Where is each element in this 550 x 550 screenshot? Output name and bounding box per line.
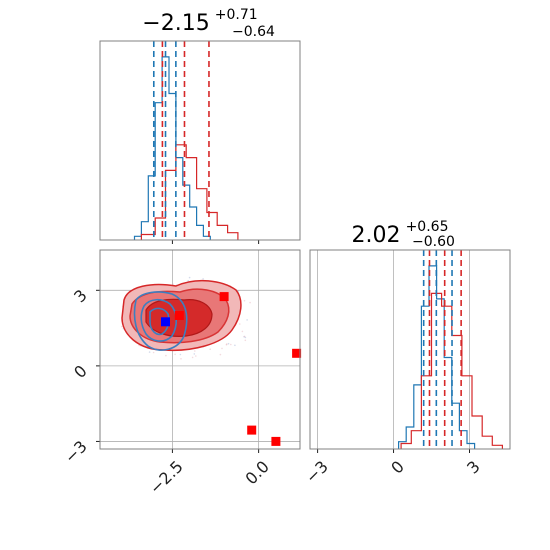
joint-marker-1 <box>174 311 184 320</box>
joint-sample-point <box>195 355 197 357</box>
joint-sample-point <box>209 348 211 351</box>
joint-sample-point <box>219 353 222 356</box>
joint-marker-3 <box>292 348 302 358</box>
panel-joint-frame <box>99 249 301 450</box>
joint-xtick-label-0: −2.5 <box>146 457 187 498</box>
joint-sample-point <box>243 335 246 338</box>
joint-sample-point <box>165 354 167 357</box>
joint-sample-point <box>148 351 151 353</box>
joint-sample-point <box>194 350 196 352</box>
joint-sample-point <box>202 278 204 280</box>
hist-y-title: 2.02 +0.65 <box>352 219 449 248</box>
joint-sample-point <box>179 353 182 356</box>
joint-sample-point <box>246 319 248 321</box>
panel-joint: −2.5 0.0 −3 0 3 <box>61 249 302 498</box>
joint-sample-point <box>188 276 191 279</box>
joint-marker-2 <box>219 292 229 302</box>
joint-sample-point <box>241 330 244 333</box>
joint-sample-point <box>121 325 123 328</box>
joint-sample-point <box>227 342 230 345</box>
hist-x-series-0 <box>133 56 211 240</box>
joint-ytick-label-2: 3 <box>70 286 91 307</box>
joint-sample-point <box>244 339 247 342</box>
joint-sample-point <box>221 347 223 350</box>
joint-sample-point <box>152 351 155 354</box>
joint-sample-point <box>243 299 246 302</box>
joint-sample-point <box>193 353 196 355</box>
joint-sample-point <box>180 358 182 360</box>
joint-blue-contour-inner <box>149 307 170 336</box>
hist-y-xtick-label-0: −3 <box>302 457 332 487</box>
joint-xtick-label-1: 0.0 <box>242 457 273 488</box>
panel-hist-y: 2.02 +0.65 −0.60 −3 0 3 <box>302 219 511 487</box>
joint-blue-contour-mid <box>140 298 178 342</box>
joint-sample-point <box>234 344 236 347</box>
panel-hist-x: −2.15 +0.71 −0.64 <box>99 7 301 244</box>
hist-y-xtick-label-1: 0 <box>387 457 408 478</box>
joint-sample-point <box>239 323 241 325</box>
joint-ytick-label-0: −3 <box>61 437 91 467</box>
joint-ytick-label-1: 0 <box>70 361 91 382</box>
panel-hist-x-frame <box>99 40 301 241</box>
hist-x-title-sub: −0.64 <box>232 24 275 40</box>
hist-y-title-sub: −0.60 <box>412 234 455 250</box>
hist-y-xtick-label-2: 3 <box>463 457 484 478</box>
joint-marker-4 <box>247 425 257 435</box>
joint-sample-point <box>172 283 174 286</box>
joint-sample-point <box>230 343 232 346</box>
joint-sample-point <box>249 301 251 304</box>
joint-sample-point <box>191 356 194 359</box>
joint-blue-contour-outer <box>133 291 188 351</box>
hist-x-series-1 <box>140 144 239 240</box>
joint-marker-5 <box>271 436 281 446</box>
joint-sample-point <box>225 343 228 345</box>
joint-marker-0 <box>161 317 170 327</box>
hist-x-title: −2.15 +0.71 <box>142 7 257 36</box>
panel-hist-y-frame <box>309 249 511 450</box>
joint-sample-point <box>174 353 176 356</box>
